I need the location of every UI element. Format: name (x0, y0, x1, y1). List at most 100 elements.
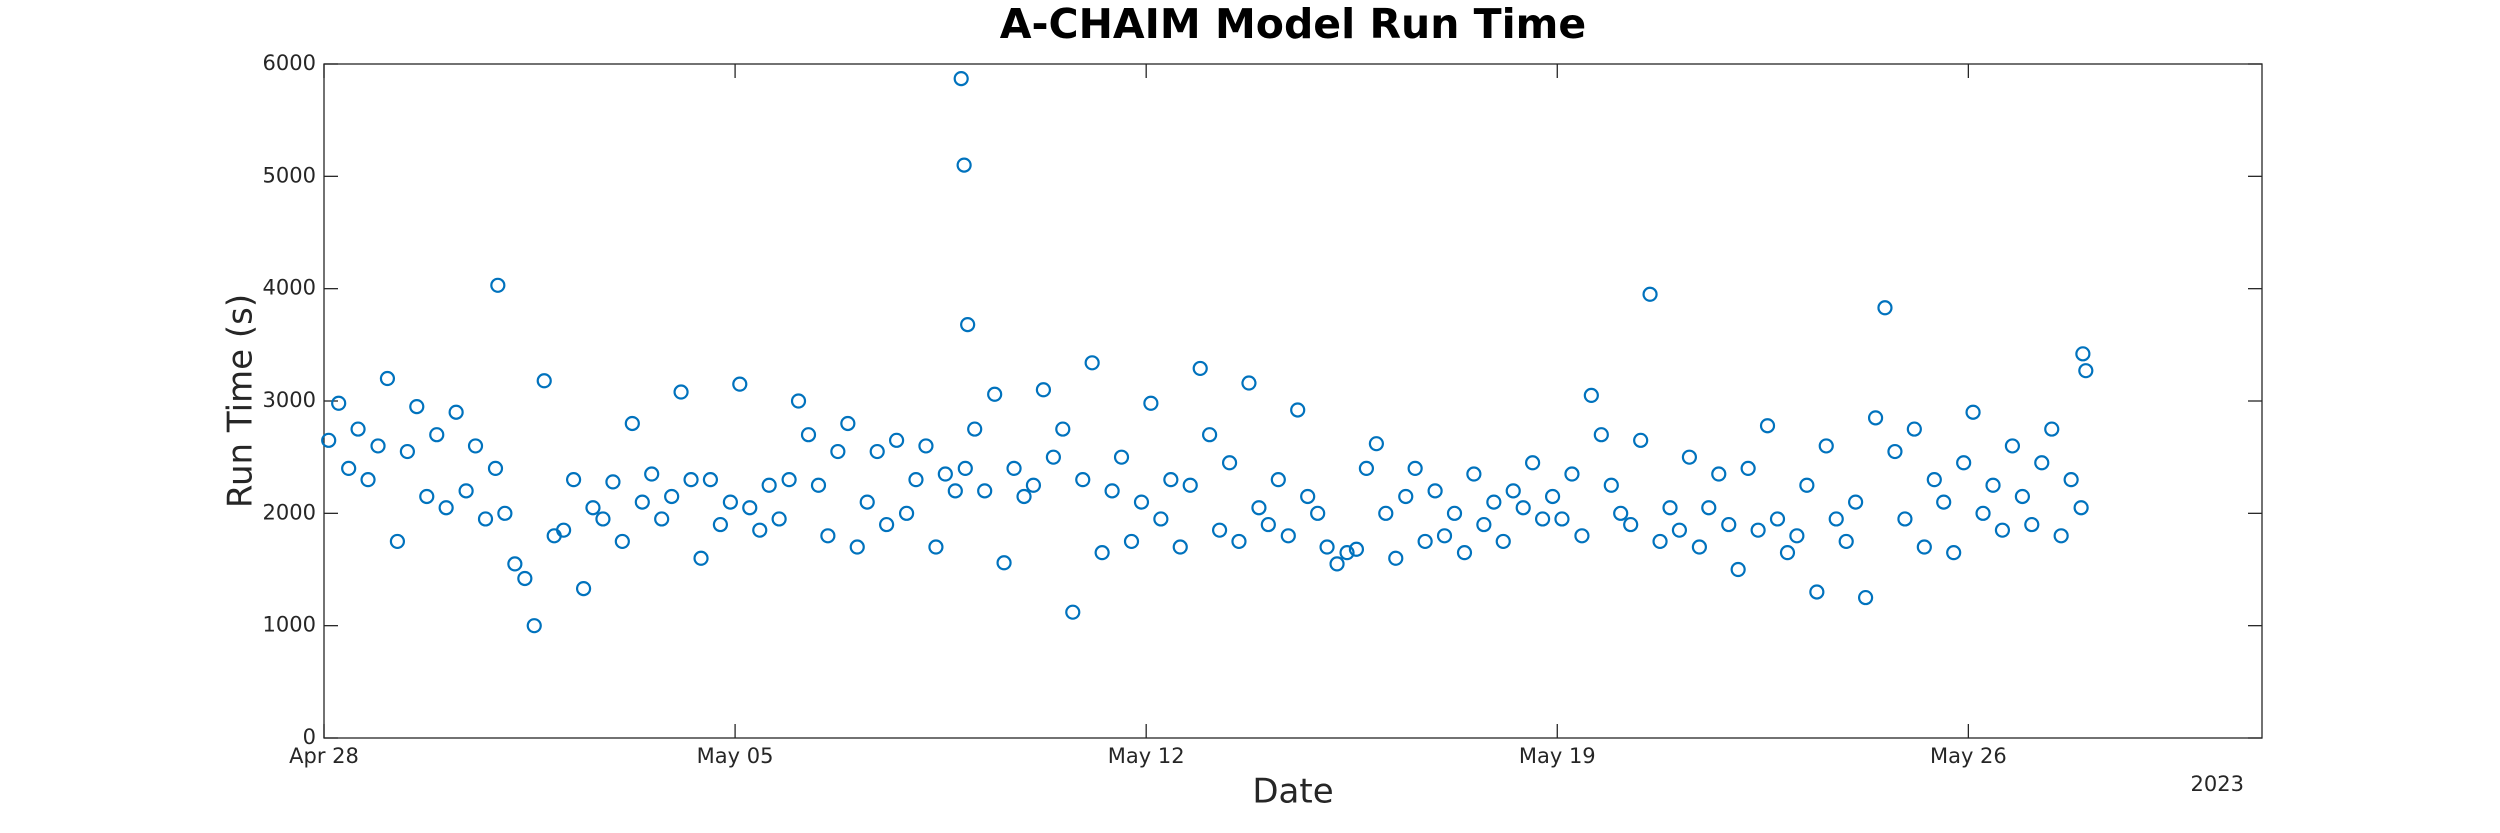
point (1290, 402, 1306, 418)
point (1260, 516, 1276, 533)
point (1348, 541, 1365, 557)
point (1417, 533, 1433, 550)
x-axis-label: Date (1252, 772, 1333, 812)
point (1182, 477, 1198, 493)
point (2004, 438, 2021, 454)
point (1456, 545, 1473, 561)
x-axis-year: 2023 (2191, 772, 2244, 796)
point (2078, 363, 2094, 379)
point (1721, 516, 1737, 533)
point (947, 483, 963, 499)
point (1163, 472, 1179, 488)
point (1534, 511, 1551, 527)
point (1877, 300, 1893, 316)
point (693, 550, 709, 566)
point (1779, 545, 1796, 561)
point (1916, 539, 1932, 555)
point (761, 477, 777, 493)
point (859, 494, 875, 510)
point (1818, 438, 1834, 454)
point (967, 421, 983, 437)
point (830, 443, 846, 460)
point (1319, 539, 1335, 555)
point (1936, 494, 1952, 510)
y-tick-label: 1000 (263, 613, 316, 637)
point (1113, 449, 1130, 465)
point (370, 438, 386, 454)
point (624, 415, 640, 432)
y-axis-label: Run Time (s) (221, 294, 261, 508)
point (526, 618, 542, 634)
point (1045, 449, 1061, 465)
point (1339, 545, 1355, 561)
point (1055, 421, 1071, 437)
point (350, 421, 366, 437)
point (448, 404, 464, 420)
point (1436, 528, 1453, 544)
point (2014, 488, 2030, 505)
point (1094, 545, 1110, 561)
point (1398, 488, 1414, 505)
point (2053, 528, 2069, 544)
point (937, 466, 953, 482)
point (1985, 477, 2001, 493)
point (575, 580, 592, 597)
point (1681, 449, 1698, 465)
y-tick-label: 6000 (263, 51, 316, 75)
point (781, 472, 797, 488)
point (1740, 460, 1756, 476)
point (1857, 589, 1874, 606)
point (341, 460, 357, 476)
point (389, 533, 406, 550)
point (790, 393, 807, 409)
point (1505, 483, 1521, 499)
point (1926, 472, 1942, 488)
point (1476, 516, 1492, 533)
point (1446, 505, 1463, 521)
point (1280, 528, 1296, 544)
point (1407, 460, 1423, 476)
point (1946, 545, 1962, 561)
point (1887, 443, 1903, 460)
point (1515, 500, 1531, 516)
point (1671, 522, 1688, 538)
point (1662, 500, 1678, 516)
x-tick-label: May 05 (697, 744, 774, 768)
point (1368, 436, 1384, 452)
point (1701, 500, 1717, 516)
point (840, 415, 856, 432)
point (1848, 494, 1864, 510)
point (1466, 466, 1482, 482)
point (1994, 522, 2011, 538)
point (458, 483, 474, 499)
point (1603, 477, 1619, 493)
point (908, 472, 924, 488)
point (1906, 421, 1922, 437)
point (467, 438, 484, 454)
point (1123, 533, 1140, 550)
point (1965, 404, 1981, 420)
point (1035, 382, 1052, 398)
point (1310, 505, 1326, 521)
point (1065, 604, 1081, 620)
point (487, 460, 504, 476)
point (702, 472, 719, 488)
point (1730, 561, 1746, 578)
point (1574, 528, 1590, 544)
point (360, 472, 376, 488)
point (771, 511, 787, 527)
point (956, 157, 972, 173)
point (2063, 472, 2079, 488)
point (1583, 387, 1599, 403)
point (536, 373, 552, 389)
point (1202, 427, 1218, 443)
point (1192, 360, 1208, 377)
point (1544, 488, 1561, 505)
point (1564, 466, 1580, 482)
point (2073, 500, 2089, 516)
point (1691, 539, 1707, 555)
point (517, 570, 533, 587)
point (1378, 505, 1394, 521)
x-tick-label: May 26 (1930, 744, 2007, 768)
point (1104, 483, 1120, 499)
